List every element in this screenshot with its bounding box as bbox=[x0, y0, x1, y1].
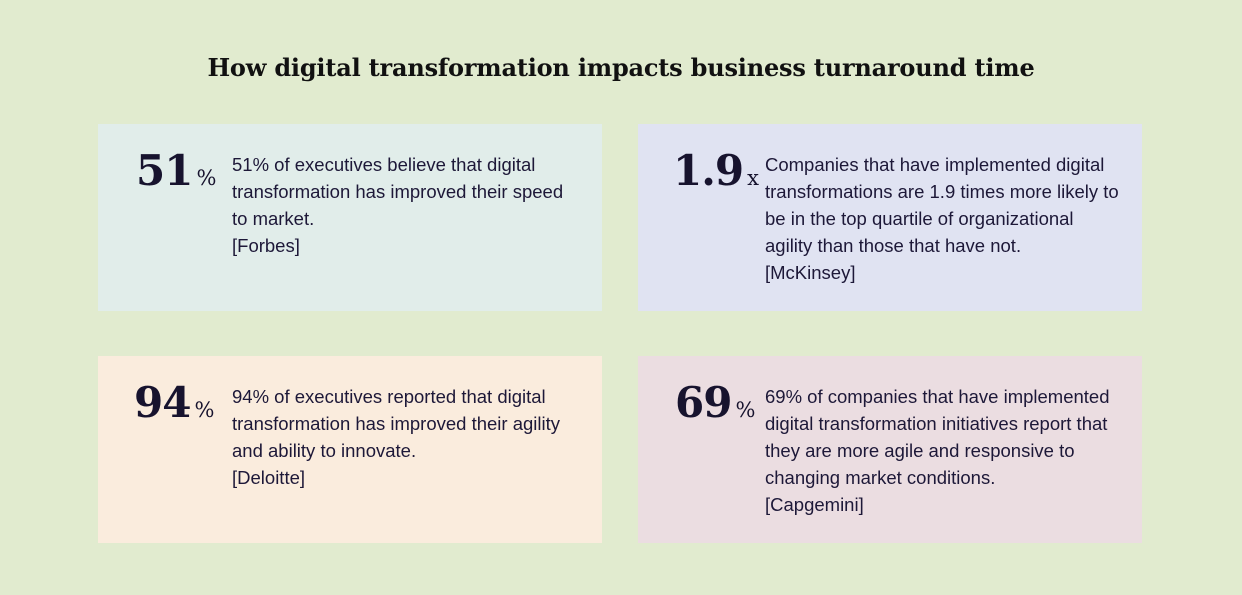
stat-value: 69% bbox=[675, 378, 755, 427]
stat-number: 69 bbox=[675, 378, 732, 427]
stat-value: 51% bbox=[136, 146, 216, 195]
stat-description: 94% of executives reported that digital … bbox=[232, 386, 561, 461]
stat-description-block: 69% of companies that have implemented d… bbox=[765, 383, 1130, 518]
stat-source: [Forbes] bbox=[232, 235, 300, 256]
stat-value: 94% bbox=[134, 378, 214, 427]
stat-card-mckinsey: 1.9 x Companies that have implemented dig… bbox=[638, 124, 1142, 311]
stat-number: 1.9 bbox=[673, 146, 744, 195]
stat-description: 51% of executives believe that digital t… bbox=[232, 154, 564, 229]
stat-number: 94 bbox=[134, 378, 191, 427]
stat-number: 51 bbox=[136, 146, 193, 195]
stat-card-capgemini: 69% 69% of companies that have implement… bbox=[638, 356, 1142, 543]
page-title: How digital transformation impacts busin… bbox=[207, 53, 1035, 82]
stat-card-forbes: 51% 51% of executives believe that digit… bbox=[98, 124, 602, 311]
stat-description-block: 51% of executives believe that digital t… bbox=[232, 151, 572, 259]
stat-source: [Deloitte] bbox=[232, 467, 306, 488]
stat-value: 1.9 x bbox=[673, 146, 759, 195]
stat-description-block: 94% of executives reported that digital … bbox=[232, 383, 572, 491]
stat-unit: % bbox=[735, 398, 756, 422]
stat-unit: x bbox=[747, 166, 759, 190]
stat-unit: % bbox=[196, 166, 217, 190]
stat-source: [Capgemini] bbox=[765, 494, 864, 515]
stat-description: Companies that have implemented digital … bbox=[765, 154, 1119, 256]
stat-unit: % bbox=[194, 398, 215, 422]
stat-card-deloitte: 94% 94% of executives reported that digi… bbox=[98, 356, 602, 543]
stat-source: [McKinsey] bbox=[765, 262, 856, 283]
stat-description-block: Companies that have implemented digital … bbox=[765, 151, 1125, 286]
stat-description: 69% of companies that have implemented d… bbox=[765, 386, 1110, 488]
